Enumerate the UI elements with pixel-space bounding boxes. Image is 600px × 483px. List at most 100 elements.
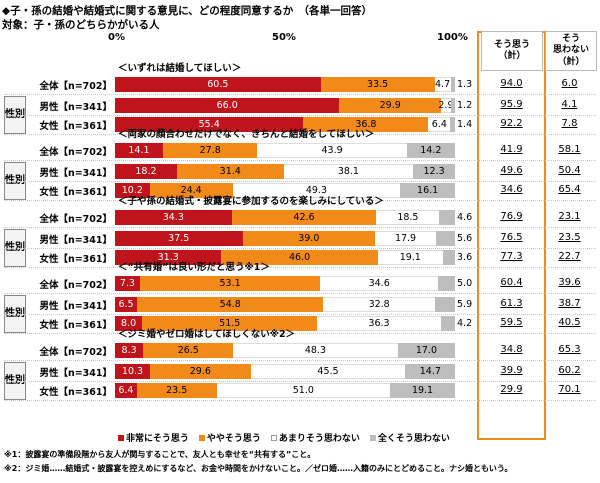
bar-segment-strongly-agree bbox=[115, 297, 138, 312]
bar-segment-strongly-agree bbox=[115, 210, 232, 225]
bar-value-label: 32.8 bbox=[368, 299, 390, 310]
question-label: ＜“共有婚”は良い形だと思う※1＞ bbox=[118, 262, 270, 273]
legend-item-strongly-agree: 非常にそう思う bbox=[118, 431, 189, 444]
bar-value-label: 45.5 bbox=[317, 366, 339, 377]
bar-value-label: 18.2 bbox=[135, 166, 157, 177]
yes-total-value: 60.4 bbox=[500, 277, 523, 288]
bar-segment-somewhat-agree bbox=[150, 364, 251, 379]
row-label: 女性【n=361】 bbox=[39, 254, 112, 265]
bar-value-label: 6.4 bbox=[118, 385, 134, 396]
bar-value-label: 16.1 bbox=[417, 185, 439, 196]
legend-item-strongly-disagree: 全くそう思わない bbox=[369, 431, 450, 444]
question-label: ＜両家の顔合わせだけでなく、きちんと結婚をしてほしい＞ bbox=[118, 129, 375, 140]
bar-segment-strongly-agree bbox=[115, 98, 340, 113]
bar-value-label: 6.5 bbox=[118, 299, 134, 310]
row-label: 女性【n=361】 bbox=[39, 320, 112, 331]
row-divider bbox=[4, 314, 596, 315]
row-label: 女性【n=361】 bbox=[39, 121, 112, 132]
no-total-value: 23.1 bbox=[558, 211, 581, 222]
yes-total-value: 61.3 bbox=[500, 298, 523, 309]
bar-segment-somewhat-disagree bbox=[257, 143, 407, 158]
bar-segment-somewhat-disagree bbox=[320, 276, 438, 291]
row-label: 男性【n=341】 bbox=[39, 235, 112, 246]
row-label: 女性【n=361】 bbox=[39, 387, 112, 398]
bar-value-label: 31.4 bbox=[219, 166, 241, 177]
legend-item-somewhat-disagree: あまりそう思わない bbox=[270, 431, 360, 444]
question-label: ＜いずれは結婚してほしい＞ bbox=[118, 63, 242, 74]
bar-segment-strongly-agree bbox=[115, 383, 137, 398]
bar-value-label: 18.5 bbox=[397, 212, 419, 223]
row-divider bbox=[4, 160, 596, 161]
bar-segment-strongly-disagree bbox=[439, 210, 455, 225]
bar-segment-somewhat-disagree bbox=[232, 183, 401, 198]
bar-value-label: 39.0 bbox=[298, 233, 320, 244]
no-total-value: 40.5 bbox=[558, 317, 581, 328]
no-total-value: 6.0 bbox=[561, 78, 578, 89]
bar-segment-strongly-agree bbox=[115, 316, 143, 331]
row-divider bbox=[4, 400, 596, 401]
bar-value-label: 7.3 bbox=[119, 278, 135, 289]
bar-segment-somewhat-agree bbox=[136, 383, 217, 398]
bar-value-label: 2.9 bbox=[438, 100, 454, 111]
row-divider bbox=[4, 115, 596, 116]
yes-total-value: 76.5 bbox=[500, 232, 523, 243]
no-total-value: 70.1 bbox=[558, 384, 581, 395]
bar-segment-strongly-disagree bbox=[397, 343, 456, 358]
bar-segment-somewhat-agree bbox=[339, 98, 442, 113]
bar-segment-strongly-agree bbox=[115, 343, 144, 358]
row-divider bbox=[4, 134, 596, 135]
bar-value-label: 5.0 bbox=[457, 278, 473, 289]
bar-value-label: 4.7 bbox=[435, 79, 451, 90]
bar-segment-strongly-disagree bbox=[450, 77, 455, 92]
bar-value-label: 37.5 bbox=[168, 233, 190, 244]
yes-total-value: 94.0 bbox=[500, 78, 523, 89]
bar-value-label: 29.6 bbox=[189, 366, 211, 377]
bar-segment-somewhat-disagree bbox=[250, 364, 406, 379]
bar-segment-strongly-agree bbox=[115, 143, 163, 158]
yes-total-value: 49.6 bbox=[500, 165, 523, 176]
bar-value-label: 53.1 bbox=[219, 278, 241, 289]
bar-value-label: 5.6 bbox=[457, 233, 473, 244]
bar-value-label: 31.3 bbox=[157, 252, 179, 263]
row-label: 男性【n=341】 bbox=[39, 301, 112, 312]
bar-segment-strongly-disagree bbox=[438, 276, 455, 291]
bar-segment-strongly-agree bbox=[115, 164, 177, 179]
bar-value-label: 6.4 bbox=[431, 119, 447, 130]
bar-value-label: 4.2 bbox=[457, 318, 473, 329]
bar-segment-somewhat-agree bbox=[221, 250, 378, 265]
row-divider bbox=[4, 227, 596, 228]
bar-value-label: 24.4 bbox=[180, 185, 202, 196]
question-label: ＜ジミ婚やゼロ婚はしてほしくない※2＞ bbox=[118, 329, 296, 340]
bar-segment-strongly-agree bbox=[115, 250, 222, 265]
bar-segment-somewhat-agree bbox=[231, 210, 377, 225]
row-label: 男性【n=341】 bbox=[39, 168, 112, 179]
bar-value-label: 10.2 bbox=[121, 185, 143, 196]
bar-value-label: 29.9 bbox=[379, 100, 401, 111]
row-divider bbox=[4, 248, 596, 249]
bar-value-label: 51.0 bbox=[292, 385, 314, 396]
row-divider bbox=[4, 267, 596, 268]
bar-value-label: 19.1 bbox=[411, 385, 434, 396]
bar-value-label: 3.6 bbox=[457, 252, 473, 263]
bar-value-label: 1.2 bbox=[457, 100, 473, 111]
legend-swatch-strongly-disagree bbox=[369, 434, 376, 441]
bar-segment-somewhat-agree bbox=[303, 117, 429, 132]
bar-value-label: 1.4 bbox=[457, 119, 473, 130]
bar-segment-somewhat-disagree bbox=[283, 164, 414, 179]
row-label: 男性【n=341】 bbox=[39, 368, 112, 379]
bar-segment-somewhat-disagree bbox=[376, 210, 440, 225]
bar-value-label: 19.1 bbox=[399, 252, 421, 263]
bar-segment-somewhat-disagree bbox=[434, 77, 451, 92]
bar-segment-somewhat-agree bbox=[162, 143, 258, 158]
bar-segment-somewhat-disagree bbox=[377, 250, 443, 265]
bar-segment-somewhat-disagree bbox=[233, 343, 398, 358]
bar-value-label: 54.8 bbox=[219, 299, 241, 310]
bar-segment-strongly-agree bbox=[115, 276, 140, 291]
bar-segment-strongly-agree bbox=[115, 231, 243, 246]
row-label: 男性【n=341】 bbox=[39, 102, 112, 113]
no-total-value: 60.2 bbox=[558, 365, 581, 376]
bar-value-label: 49.3 bbox=[305, 185, 327, 196]
bar-value-label: 36.3 bbox=[368, 318, 390, 329]
footnote-1: ※1：披露宴の準備段階から友人が関与することで、友人とも幸せを“共有する”こと。 bbox=[4, 450, 316, 459]
bar-segment-somewhat-agree bbox=[142, 316, 318, 331]
